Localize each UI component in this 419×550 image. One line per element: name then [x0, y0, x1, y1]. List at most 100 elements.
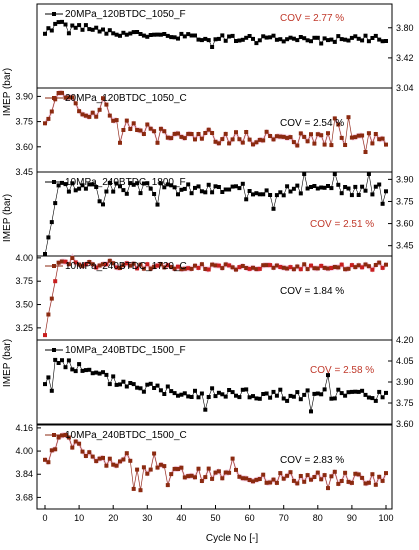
data-point-cycle-96	[370, 267, 375, 272]
data-point-cycle-93	[360, 265, 365, 270]
data-point-cycle-5	[60, 90, 64, 95]
data-point-cycle-93	[360, 133, 365, 138]
data-point-cycle-45	[196, 466, 201, 471]
y-tick-label: 3.42	[396, 53, 414, 63]
data-point-cycle-94	[363, 392, 368, 397]
data-point-cycle-76	[302, 392, 307, 397]
data-point-cycle-3	[53, 201, 58, 206]
legend: 20MPa_120BTDC_1050_F	[45, 9, 186, 20]
data-point-cycle-53	[223, 394, 228, 399]
data-point-cycle-47	[203, 36, 208, 41]
data-point-cycle-74	[295, 390, 300, 395]
y-tick-label: 3.75	[15, 276, 33, 286]
data-point-cycle-74	[295, 481, 300, 486]
data-point-cycle-82	[322, 142, 327, 147]
data-point-cycle-52	[220, 266, 225, 271]
data-point-cycle-93	[360, 38, 365, 43]
data-point-cycle-73	[291, 36, 296, 41]
data-point-cycle-36	[165, 33, 170, 38]
data-point-cycle-38	[172, 131, 177, 136]
data-point-cycle-55	[230, 137, 235, 142]
data-point-cycle-0	[43, 457, 47, 462]
data-point-cycle-69	[278, 37, 283, 42]
data-point-cycle-72	[288, 35, 293, 40]
data-point-cycle-36	[165, 483, 170, 488]
data-point-cycle-78	[309, 263, 313, 268]
data-point-cycle-70	[281, 134, 286, 139]
data-point-cycle-59	[244, 476, 249, 481]
data-point-cycle-77	[305, 267, 310, 272]
data-point-cycle-62	[254, 41, 259, 46]
data-point-cycle-7	[66, 189, 71, 194]
data-point-cycle-25	[128, 31, 133, 36]
data-point-cycle-16	[97, 456, 102, 461]
data-point-cycle-3	[53, 21, 58, 26]
data-point-cycle-97	[373, 33, 378, 38]
legend: 10MPa_240BTDC_1800_F	[45, 177, 186, 188]
data-point-cycle-23	[121, 379, 126, 384]
data-point-cycle-0	[43, 382, 47, 387]
data-point-cycle-60	[247, 395, 252, 400]
data-point-cycle-41	[182, 136, 187, 141]
data-point-cycle-62	[254, 477, 259, 482]
data-point-cycle-18	[104, 31, 109, 36]
data-point-cycle-4	[56, 361, 61, 365]
data-point-cycle-89	[346, 38, 351, 43]
data-point-cycle-1	[46, 312, 51, 317]
data-point-cycle-51	[216, 141, 221, 146]
data-point-cycle-97	[373, 184, 378, 189]
x-tick-label: 0	[42, 513, 47, 523]
data-point-cycle-67	[271, 33, 276, 38]
data-point-cycle-69	[278, 471, 283, 476]
data-point-cycle-92	[356, 263, 361, 268]
y-tick-label: 3.84	[15, 469, 33, 479]
data-point-cycle-10	[77, 362, 82, 367]
data-point-cycle-21	[114, 265, 119, 270]
data-point-cycle-58	[240, 37, 245, 42]
data-point-cycle-4	[56, 260, 61, 265]
data-point-cycle-86	[336, 265, 341, 270]
data-point-cycle-94	[363, 33, 368, 38]
data-point-cycle-56	[234, 267, 238, 272]
data-point-cycle-29	[141, 33, 146, 38]
data-point-cycle-86	[336, 481, 341, 486]
data-point-cycle-79	[312, 266, 317, 271]
legend-marker	[52, 12, 56, 16]
data-point-cycle-88	[343, 143, 348, 147]
data-point-cycle-73	[291, 140, 296, 145]
data-point-cycle-39	[176, 467, 180, 471]
data-point-cycle-6	[63, 433, 68, 437]
data-point-cycle-50	[213, 184, 218, 189]
data-point-cycle-7	[66, 435, 71, 440]
data-point-cycle-20	[111, 374, 116, 379]
data-point-cycle-29	[141, 181, 146, 186]
data-point-cycle-52	[220, 137, 225, 142]
y-tick-label: 3.68	[15, 492, 33, 502]
data-point-cycle-37	[169, 136, 174, 141]
data-point-cycle-21	[114, 118, 119, 123]
panel-5: 4.20 4.05 3.90 3.75 3.60 10MPa_240BTDC_1500_F…	[36, 335, 414, 429]
data-point-cycle-41	[182, 266, 187, 271]
data-point-cycle-92	[356, 193, 361, 197]
data-point-cycle-75	[298, 267, 303, 272]
data-point-cycle-56	[234, 39, 238, 43]
data-point-cycle-34	[158, 262, 163, 267]
data-point-cycle-19	[107, 456, 112, 461]
data-point-cycle-38	[172, 466, 177, 471]
data-point-cycle-22	[118, 140, 122, 145]
data-point-cycle-46	[199, 262, 204, 267]
data-point-cycle-23	[121, 30, 126, 35]
data-point-cycle-81	[319, 263, 324, 268]
data-point-cycle-17	[101, 370, 105, 375]
data-point-cycle-44	[193, 263, 197, 268]
data-point-cycle-67	[271, 477, 276, 482]
data-point-cycle-98	[377, 182, 382, 187]
data-point-cycle-91	[353, 135, 358, 140]
data-point-cycle-33	[155, 32, 160, 37]
data-point-cycle-82	[322, 387, 327, 392]
legend-marker	[52, 180, 56, 184]
data-point-cycle-48	[206, 38, 211, 43]
data-point-cycle-90	[349, 480, 354, 485]
data-point-cycle-61	[251, 192, 255, 197]
data-point-cycle-9	[73, 25, 78, 30]
